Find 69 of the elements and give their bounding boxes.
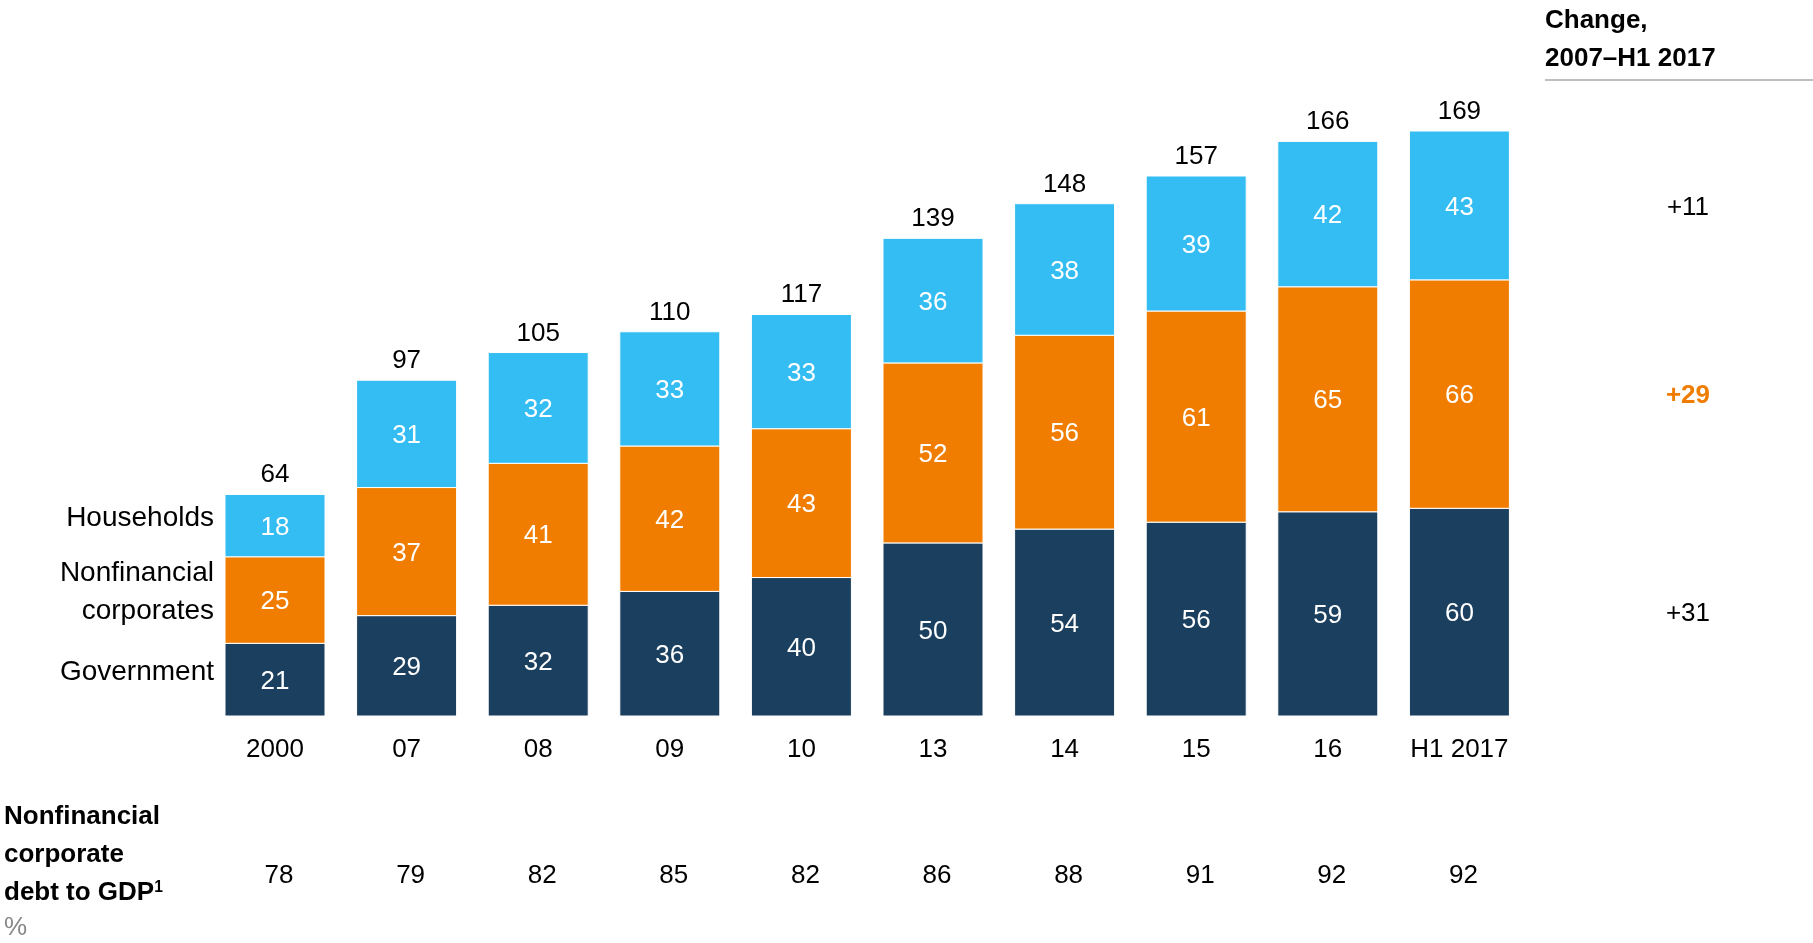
total-label: 117 <box>780 278 823 309</box>
text: Change, 2007–H1 2017 <box>1545 4 1716 72</box>
data-label: 41 <box>523 519 553 550</box>
total-label: 148 <box>1042 167 1087 198</box>
data-label: 82 <box>527 859 557 890</box>
x-tick-label: 14 <box>1050 733 1080 763</box>
data-label: 91 <box>1185 859 1215 890</box>
text: +31 <box>1665 597 1711 628</box>
total-label: 169 <box>1437 95 1482 125</box>
data-label: 92 <box>1317 859 1347 890</box>
data-label: 36 <box>655 638 685 669</box>
x-tick-label: 13 <box>918 733 948 763</box>
data-label: 42 <box>655 503 685 534</box>
data-label: 60 <box>1444 597 1474 628</box>
data-label: 50 <box>918 614 948 645</box>
total-label: 97 <box>392 344 422 375</box>
data-label: 92 <box>1448 859 1478 890</box>
x-tick-label: H1 2017 <box>1410 733 1509 763</box>
data-label: 33 <box>786 356 816 387</box>
text: +11 <box>1666 190 1710 221</box>
data-label: 36 <box>918 285 948 316</box>
data-label: 88 <box>1054 859 1084 890</box>
data-label: 21 <box>260 664 290 695</box>
data-label: 43 <box>1444 190 1474 221</box>
series-label: Nonfinancial corporates <box>59 556 214 626</box>
text: Nonfinancial corporate debt to GDP$^{1}$ <box>4 800 164 906</box>
data-label: 78 <box>264 859 294 890</box>
text: % <box>4 911 28 941</box>
data-label: 86 <box>922 859 952 890</box>
data-label: 85 <box>659 859 689 890</box>
total-label: 139 <box>911 202 955 233</box>
data-label: 82 <box>790 859 820 890</box>
total-label: 105 <box>516 316 560 347</box>
data-label: 61 <box>1181 401 1211 432</box>
total-label: 166 <box>1306 105 1350 136</box>
data-label: 29 <box>392 650 422 681</box>
data-label: 38 <box>1050 254 1080 285</box>
data-label: 43 <box>786 488 816 519</box>
data-label: 18 <box>260 510 290 541</box>
data-label: 39 <box>1181 228 1211 259</box>
x-tick-label: 09 <box>655 733 685 763</box>
data-label: 54 <box>1050 607 1080 638</box>
data-label: 37 <box>392 536 422 567</box>
x-tick-label: 16 <box>1313 733 1343 763</box>
series-label: Households <box>66 500 214 532</box>
data-label: 59 <box>1313 598 1343 629</box>
x-tick-label: 15 <box>1181 733 1211 763</box>
data-label: 33 <box>655 373 685 404</box>
x-tick-label: 08 <box>523 733 553 763</box>
data-label: 52 <box>918 438 948 469</box>
data-label: 56 <box>1050 417 1080 448</box>
data-label: 32 <box>523 645 553 676</box>
total-label: 64 <box>260 458 290 489</box>
data-label: 66 <box>1444 379 1474 410</box>
x-tick-label: 2000 <box>246 733 304 763</box>
data-label: 79 <box>396 859 426 890</box>
total-label: 157 <box>1174 140 1218 170</box>
x-tick-label: 10 <box>786 733 816 763</box>
data-label: 31 <box>392 418 422 449</box>
series-label: Government <box>59 654 215 686</box>
data-label: 65 <box>1313 384 1343 415</box>
data-label: 25 <box>260 585 290 616</box>
text: +29 <box>1665 379 1711 410</box>
data-label: 32 <box>523 393 553 424</box>
data-label: 56 <box>1181 604 1211 635</box>
data-label: 42 <box>1313 199 1343 230</box>
data-label: 40 <box>786 631 816 662</box>
total-label: 110 <box>649 295 691 326</box>
x-tick-label: 07 <box>392 733 422 763</box>
